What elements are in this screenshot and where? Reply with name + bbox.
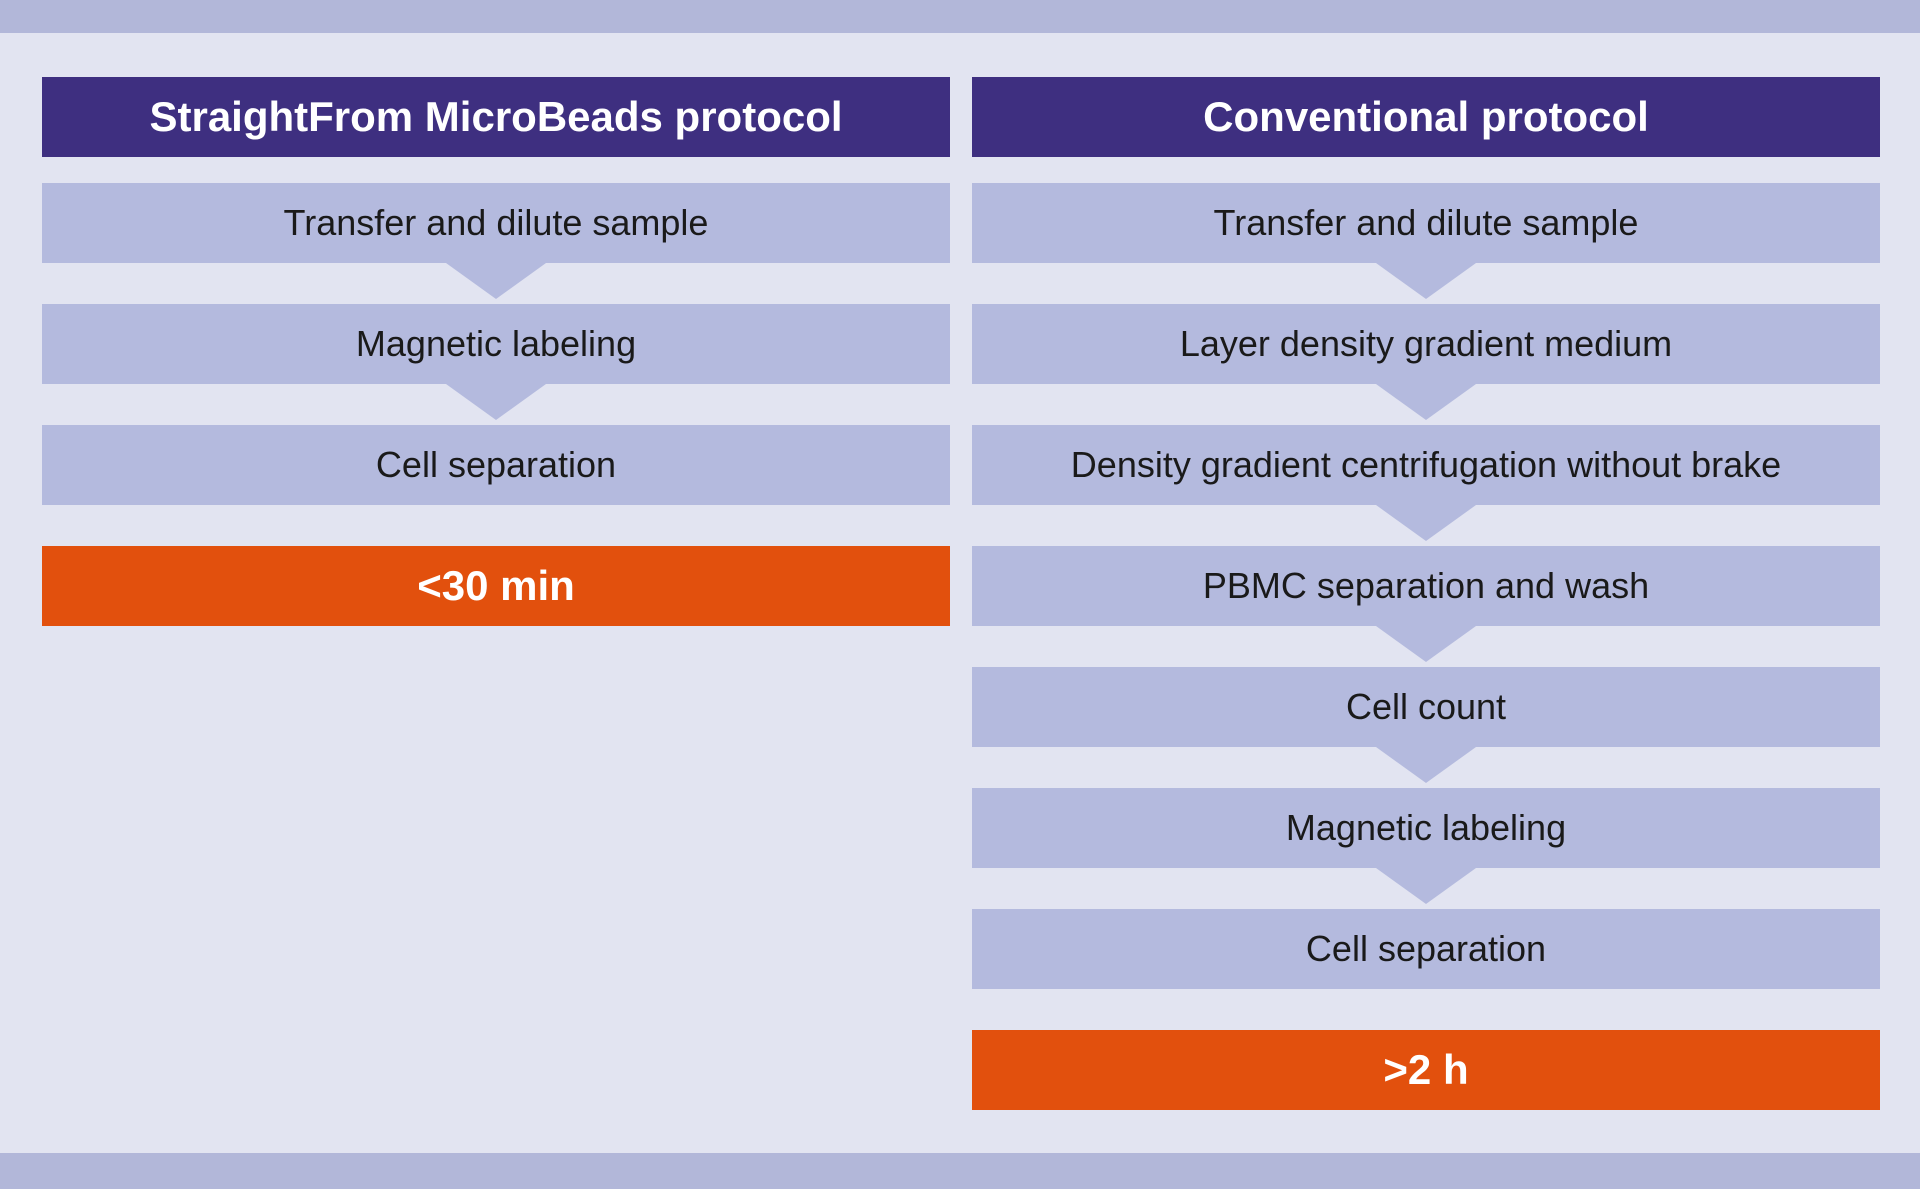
step-label: Transfer and dilute sample: [1213, 202, 1639, 243]
step-label: Cell count: [1345, 686, 1507, 727]
flow-down-arrow-icon: [1376, 626, 1476, 662]
column-title-straightfrom: StraightFrom MicroBeads protocol: [42, 77, 950, 157]
step-label: Layer density gradient medium: [1179, 323, 1673, 364]
step-box-pbmc-separation-wash: PBMC separation and wash: [972, 546, 1880, 662]
column-conventional-protocol: Conventional protocol Transfer and dilut…: [972, 77, 1880, 1110]
step-box-cell-separation: Cell separation: [972, 909, 1880, 989]
step-label: Density gradient centrifugation without …: [1070, 444, 1782, 485]
column-title-label: Conventional protocol: [1203, 93, 1649, 140]
flow-down-arrow-icon: [1376, 505, 1476, 541]
step-label: Magnetic labeling: [355, 323, 637, 364]
flow-down-arrow-icon: [446, 263, 546, 299]
flow-down-arrow-icon: [1376, 868, 1476, 904]
column-straightfrom-protocol: StraightFrom MicroBeads protocol Transfe…: [42, 77, 950, 626]
step-box-transfer-dilute: Transfer and dilute sample: [42, 183, 950, 299]
flow-down-arrow-icon: [1376, 263, 1476, 299]
time-badge-straightfrom: <30 min: [42, 546, 950, 626]
flow-down-arrow-icon: [1376, 384, 1476, 420]
bottom-band: [0, 1153, 1920, 1189]
step-box-transfer-dilute: Transfer and dilute sample: [972, 183, 1880, 299]
step-label: PBMC separation and wash: [1202, 565, 1650, 606]
step-label: Cell separation: [1305, 928, 1547, 969]
step-label: Transfer and dilute sample: [283, 202, 709, 243]
step-box-magnetic-labeling: Magnetic labeling: [972, 788, 1880, 904]
step-box-cell-count: Cell count: [972, 667, 1880, 783]
time-badge-conventional: >2 h: [972, 1030, 1880, 1110]
step-box-magnetic-labeling: Magnetic labeling: [42, 304, 950, 420]
step-box-cell-separation: Cell separation: [42, 425, 950, 505]
time-label: <30 min: [417, 562, 575, 609]
flow-down-arrow-icon: [1376, 747, 1476, 783]
time-label: >2 h: [1383, 1046, 1469, 1093]
step-label: Magnetic labeling: [1285, 807, 1567, 848]
step-label: Cell separation: [375, 444, 617, 485]
flow-down-arrow-icon: [446, 384, 546, 420]
column-title-conventional: Conventional protocol: [972, 77, 1880, 157]
top-band: [0, 0, 1920, 33]
step-box-layer-density-gradient: Layer density gradient medium: [972, 304, 1880, 420]
step-box-density-gradient-centrifugation: Density gradient centrifugation without …: [972, 425, 1880, 541]
column-title-label: StraightFrom MicroBeads protocol: [149, 93, 843, 140]
